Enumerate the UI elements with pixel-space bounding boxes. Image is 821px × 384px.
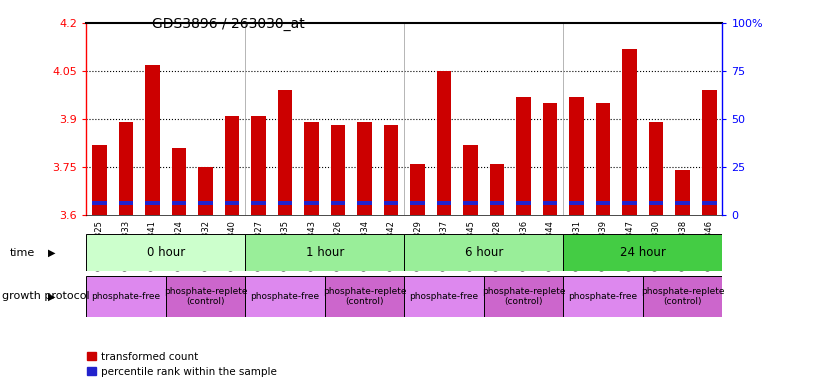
Bar [225,201,239,205]
Bar [516,201,531,205]
Text: phosphate-replete
(control): phosphate-replete (control) [323,287,406,306]
Text: phosphate-replete
(control): phosphate-replete (control) [163,287,247,306]
Bar [198,167,213,215]
Bar [172,201,186,205]
Bar [463,145,478,215]
Bar [357,201,372,205]
Bar [702,90,717,215]
Bar [516,97,531,215]
Text: 24 hour: 24 hour [620,246,666,259]
Bar [563,234,722,271]
Bar [92,201,107,205]
Bar [570,97,584,215]
Text: growth protocol: growth protocol [2,291,90,301]
Bar [225,116,239,215]
Bar [702,201,717,205]
Bar [490,201,504,205]
Bar [437,201,452,205]
Bar [543,201,557,205]
Bar [543,103,557,215]
Bar [649,122,663,215]
Bar [331,201,346,205]
Bar [490,164,504,215]
Text: time: time [10,248,35,258]
Bar [92,145,107,215]
Bar [251,116,266,215]
Bar [463,201,478,205]
Bar [383,201,398,205]
Text: 0 hour: 0 hour [147,246,185,259]
Text: 1 hour: 1 hour [305,246,344,259]
Bar [596,201,611,205]
Bar [305,201,319,205]
Text: GDS3896 / 263030_at: GDS3896 / 263030_at [152,17,305,31]
Bar [166,276,245,317]
Bar [86,276,166,317]
Bar [245,276,325,317]
Bar [405,276,484,317]
Bar [277,90,292,215]
Bar [86,234,245,271]
Bar [119,201,133,205]
Bar [410,201,425,205]
Text: phosphate-replete
(control): phosphate-replete (control) [482,287,566,306]
Bar [437,71,452,215]
Bar [563,276,643,317]
Bar [410,164,425,215]
Bar [245,234,405,271]
Bar [643,276,722,317]
Text: ▶: ▶ [48,291,55,301]
Bar [596,103,611,215]
Text: phosphate-free: phosphate-free [91,292,161,301]
Bar [331,126,346,215]
Text: phosphate-free: phosphate-free [569,292,638,301]
Text: phosphate-replete
(control): phosphate-replete (control) [641,287,724,306]
Bar [145,65,160,215]
Text: 6 hour: 6 hour [465,246,503,259]
Bar [383,126,398,215]
Legend: transformed count, percentile rank within the sample: transformed count, percentile rank withi… [87,352,277,377]
Bar [277,201,292,205]
Bar [357,122,372,215]
Bar [198,201,213,205]
Bar [649,201,663,205]
Bar [622,49,637,215]
Bar [570,201,584,205]
Bar [305,122,319,215]
Bar [676,201,690,205]
Text: phosphate-free: phosphate-free [250,292,319,301]
Text: phosphate-free: phosphate-free [410,292,479,301]
Bar [119,122,133,215]
Bar [145,201,160,205]
Bar [622,201,637,205]
Bar [325,276,404,317]
Bar [172,148,186,215]
Bar [484,276,563,317]
Bar [676,170,690,215]
Text: ▶: ▶ [48,248,55,258]
Bar [251,201,266,205]
Bar [405,234,563,271]
